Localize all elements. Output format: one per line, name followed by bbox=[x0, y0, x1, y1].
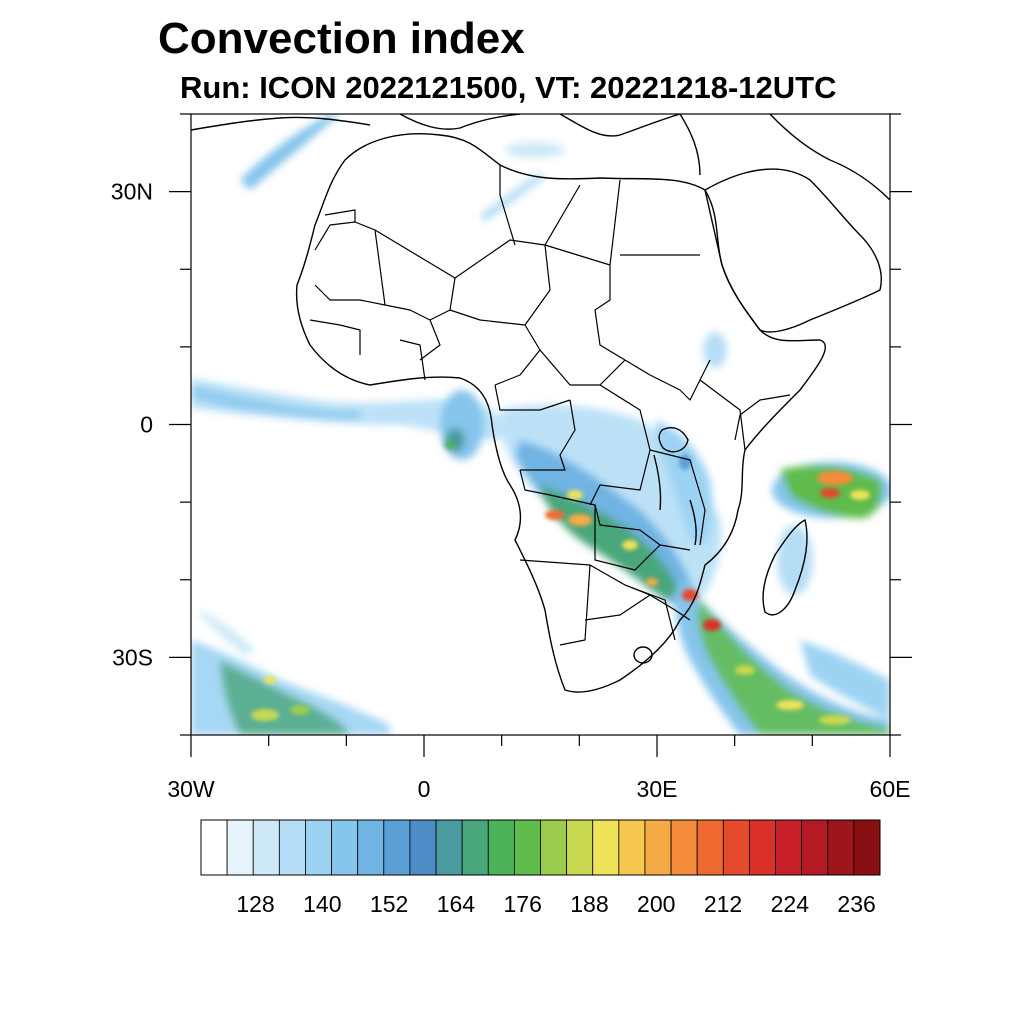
country-borders bbox=[309, 165, 791, 646]
colorbar-swatch bbox=[435, 819, 463, 876]
colorbar-swatch bbox=[252, 819, 280, 876]
lat-tick-label: 30S bbox=[112, 644, 153, 670]
lat-tick-label: 30N bbox=[111, 179, 153, 205]
colorbar-swatch bbox=[331, 819, 359, 876]
colorbar-swatch bbox=[749, 819, 776, 876]
colorbar-swatch bbox=[513, 819, 541, 876]
colorbar-swatch bbox=[853, 819, 881, 876]
colorbar-swatch bbox=[461, 819, 489, 876]
colorbar-swatch bbox=[226, 819, 254, 876]
colorbar-swatch bbox=[540, 819, 568, 876]
colorbar-label: 128 bbox=[236, 891, 274, 917]
colorbar-swatch bbox=[409, 819, 437, 876]
colorbar-swatch bbox=[566, 819, 594, 876]
colorbar-swatch bbox=[200, 819, 228, 876]
coastlines bbox=[191, 114, 890, 693]
colorbar-swatch bbox=[827, 819, 855, 876]
colorbar-frame bbox=[200, 819, 881, 876]
colorbar-swatch bbox=[696, 819, 724, 876]
colorbar-swatch bbox=[487, 819, 515, 876]
colorbar-label: 176 bbox=[503, 891, 541, 917]
colorbar-swatch bbox=[305, 819, 332, 876]
colorbar-swatch bbox=[801, 819, 829, 876]
colorbar-label: 200 bbox=[637, 891, 675, 917]
lon-tick-label: 30E bbox=[637, 776, 678, 802]
colorbar-swatch bbox=[357, 819, 385, 876]
lon-tick-label: 0 bbox=[418, 776, 431, 802]
colorbar-swatch bbox=[644, 819, 672, 876]
page-subtitle: Run: ICON 2022121500, VT: 20221218-12UTC bbox=[180, 70, 837, 105]
colorbar-swatch bbox=[278, 819, 306, 876]
colorbar-label: 212 bbox=[704, 891, 742, 917]
colorbar-label: 140 bbox=[303, 891, 341, 917]
colorbar-label: 152 bbox=[370, 891, 408, 917]
lat-tick-label: 0 bbox=[140, 412, 153, 438]
colorbar: 128 140 152 164 176 188 200 212 224 236 bbox=[200, 819, 881, 917]
colorbar-swatch bbox=[383, 819, 411, 876]
colorbar-swatch bbox=[670, 819, 698, 876]
lon-tick-label: 60E bbox=[870, 776, 911, 802]
colorbar-label: 236 bbox=[837, 891, 875, 917]
convection-field bbox=[191, 114, 890, 735]
colorbar-label: 224 bbox=[771, 891, 810, 917]
colorbar-swatch bbox=[775, 819, 803, 876]
lon-tick-label: 30W bbox=[167, 776, 215, 802]
colorbar-swatch bbox=[722, 819, 750, 876]
colorbar-label: 164 bbox=[437, 891, 476, 917]
page-title: Convection index bbox=[158, 14, 525, 63]
colorbar-swatch bbox=[592, 819, 620, 876]
colorbar-label: 188 bbox=[570, 891, 608, 917]
map-axes: 30N 0 30S 30W 0 30E 60E bbox=[111, 113, 912, 802]
colorbar-swatch bbox=[618, 819, 646, 876]
